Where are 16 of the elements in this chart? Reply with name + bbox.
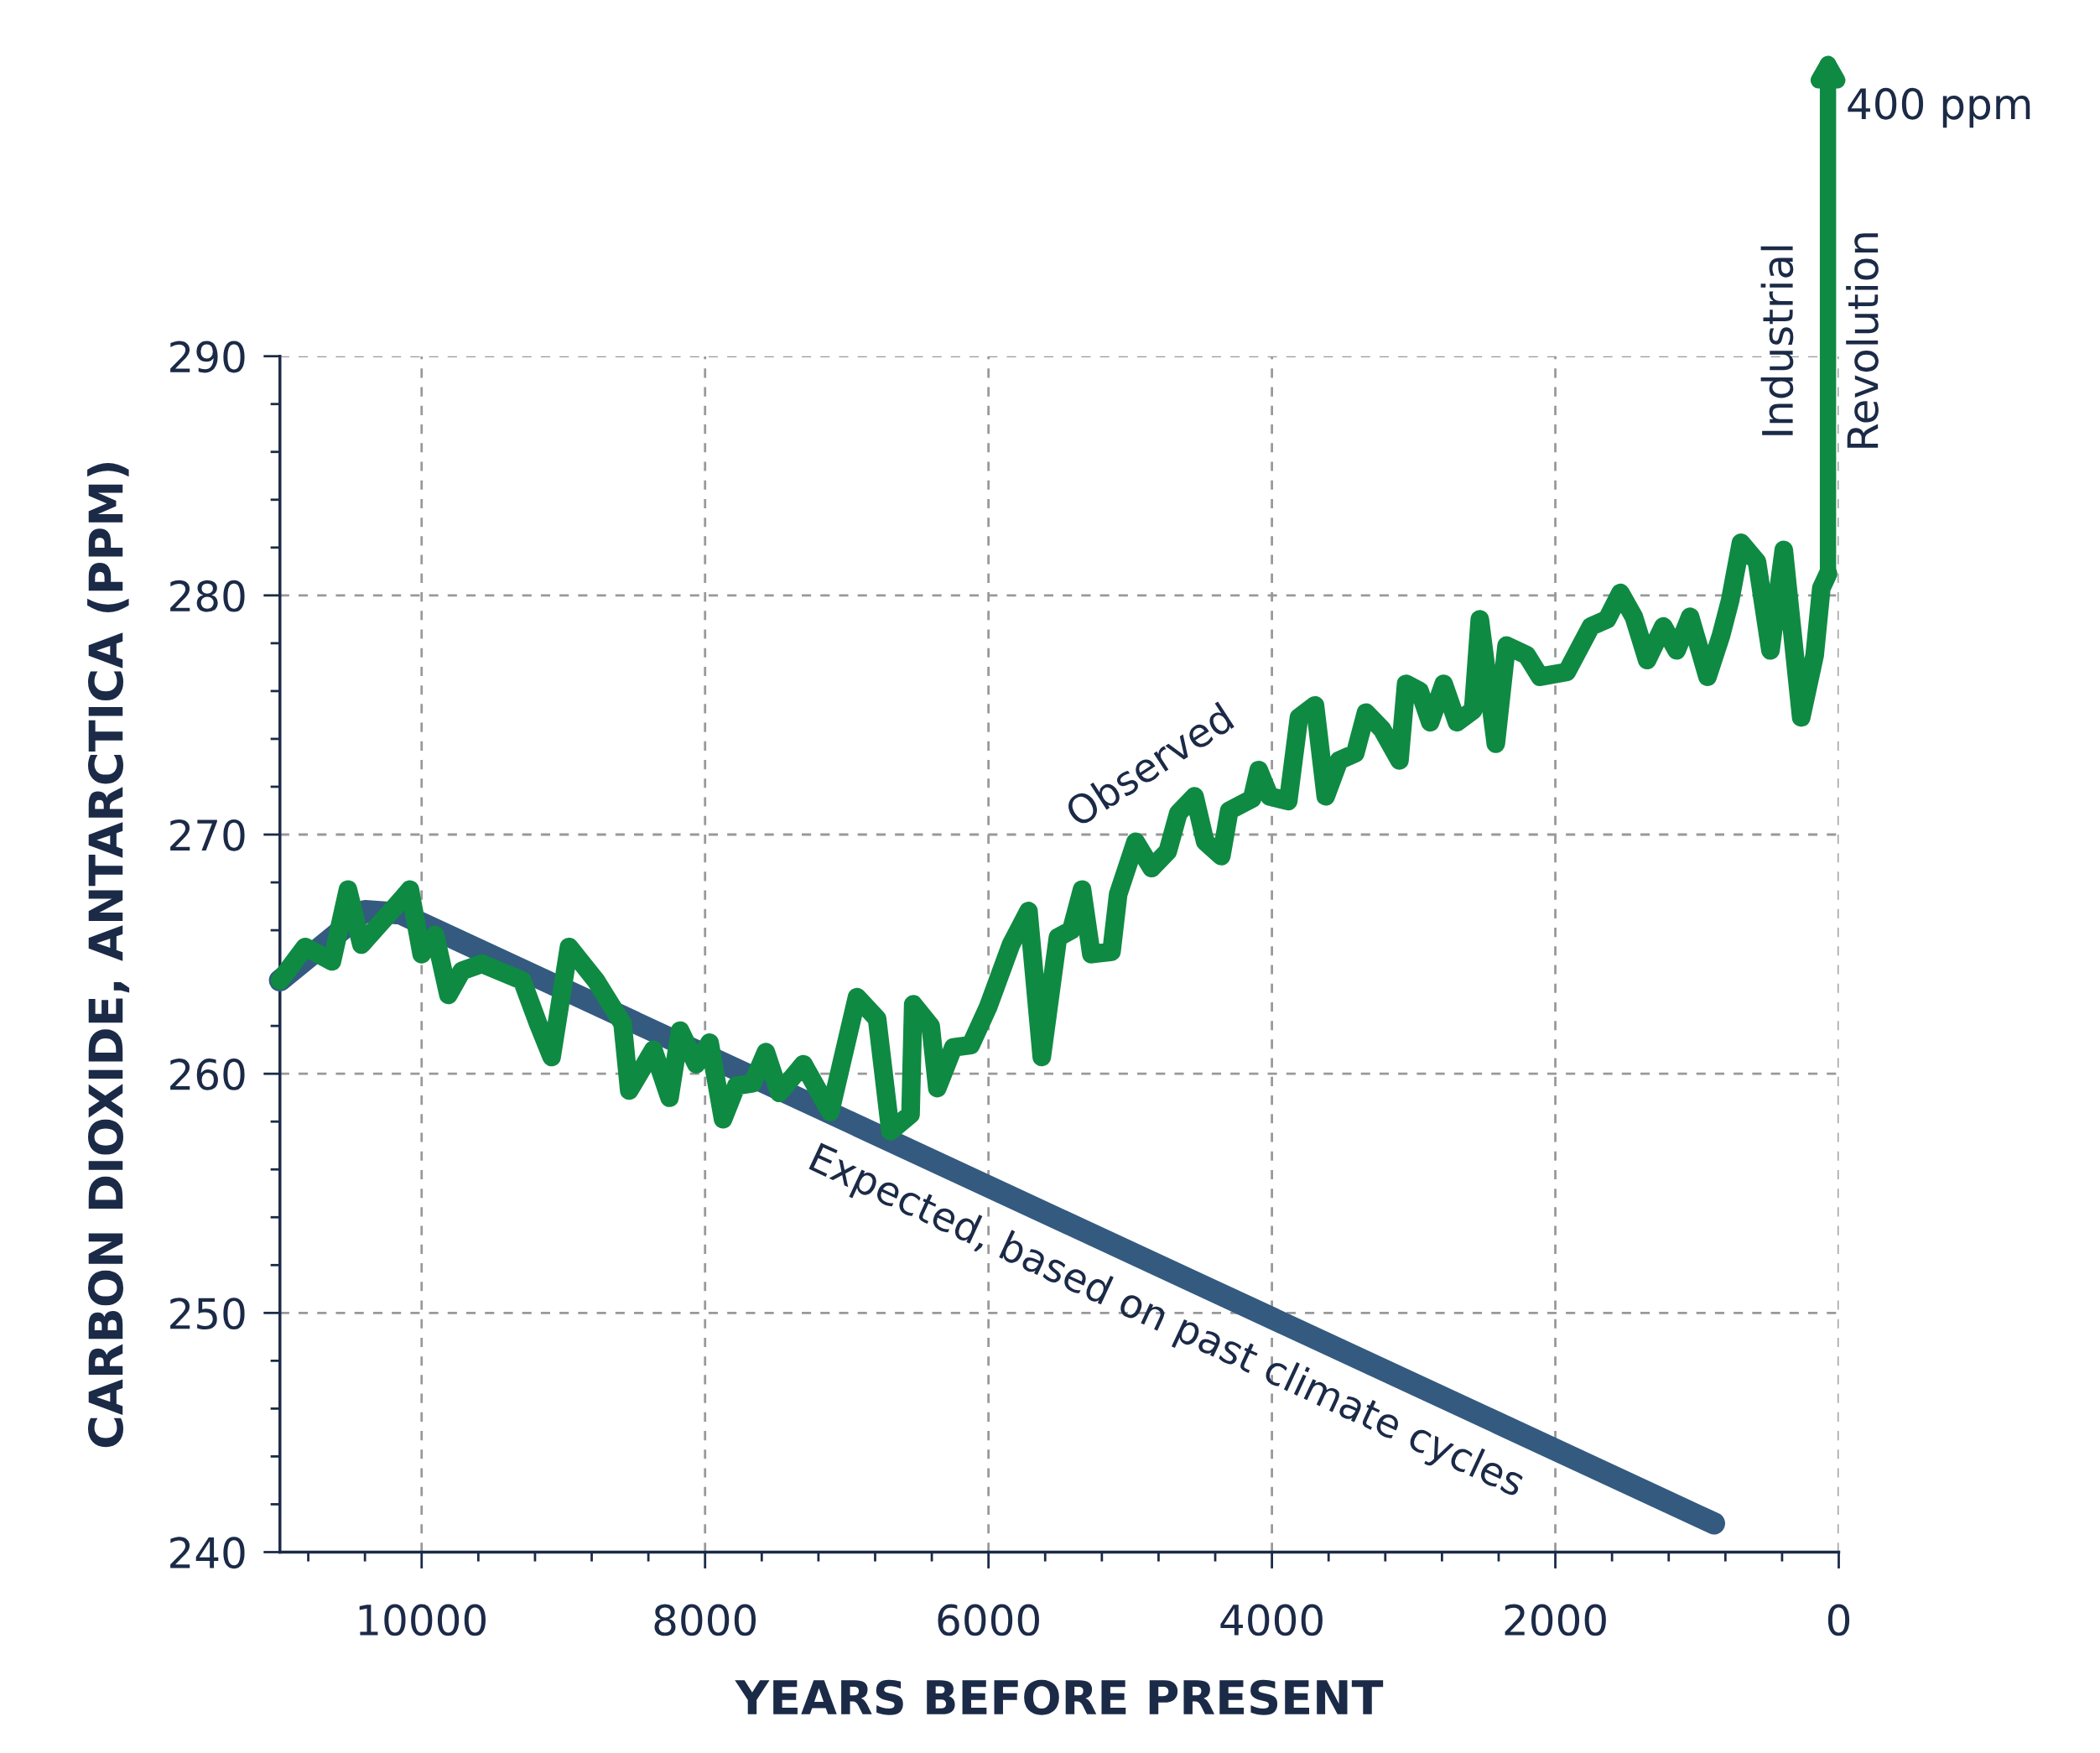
y-tick-label: 260: [170, 1059, 245, 1090]
x-tick-label: 2000: [1505, 1604, 1606, 1636]
y-tick-label: 280: [170, 580, 245, 612]
x-tick-label: 0: [1827, 1604, 1850, 1636]
y-tick-label: 250: [170, 1298, 245, 1330]
y-tick-label: 240: [170, 1537, 245, 1569]
y-tick-label: 270: [170, 819, 245, 851]
x-tick-label: 6000: [938, 1604, 1039, 1636]
y-tick-label: 290: [170, 341, 245, 373]
x-tick-label: 10000: [359, 1604, 486, 1636]
x-axis-title: YEARS BEFORE PRESENT: [735, 1679, 1384, 1715]
x-tick-label: 8000: [654, 1604, 756, 1636]
x-tick-label: 4000: [1220, 1604, 1323, 1636]
y-axis-title: CARBON DIOXIDE, ANTARCTICA (PPM): [87, 462, 130, 1448]
text: Industrial Revolution: [1760, 233, 1879, 448]
text: 400 ppm: [1848, 87, 2030, 128]
